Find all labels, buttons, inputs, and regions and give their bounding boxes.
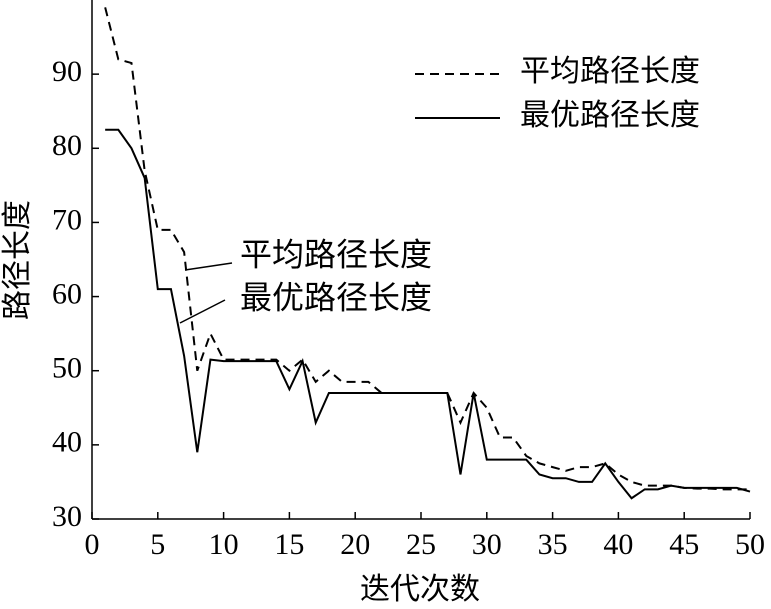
y-tick-label: 90: [52, 55, 82, 88]
y-tick-label: 60: [52, 277, 82, 310]
x-tick-label: 30: [472, 528, 502, 561]
annotation-leader: [184, 262, 233, 271]
y-tick-label: 30: [52, 500, 82, 533]
line-series: [105, 128, 751, 500]
annotation: 平均路径长度: [240, 236, 432, 272]
y-tick-label: 80: [52, 129, 82, 162]
x-tick-label: 20: [340, 528, 370, 561]
x-tick-label: 35: [538, 528, 568, 561]
x-tick-label: 25: [406, 528, 436, 561]
legend-label: 最优路径长度: [520, 99, 700, 132]
legend-label: 平均路径长度: [520, 55, 700, 88]
y-tick-label: 40: [52, 426, 82, 459]
y-axis-label: 路径长度: [1, 200, 34, 320]
x-tick-label: 0: [85, 528, 100, 561]
annotation: 最优路径长度: [240, 279, 432, 315]
x-tick-label: 10: [209, 528, 239, 561]
y-tick-label: 70: [52, 203, 82, 236]
y-tick-label: 50: [52, 352, 82, 385]
x-axis-label: 迭代次数: [360, 573, 480, 606]
x-tick-label: 5: [150, 528, 165, 561]
x-tick-label: 50: [735, 528, 765, 561]
annotation-leader: [179, 299, 226, 324]
x-tick-label: 15: [274, 528, 304, 561]
line-series: [104, 7, 750, 491]
x-tick-label: 40: [603, 528, 633, 561]
x-tick-label: 45: [669, 528, 699, 561]
